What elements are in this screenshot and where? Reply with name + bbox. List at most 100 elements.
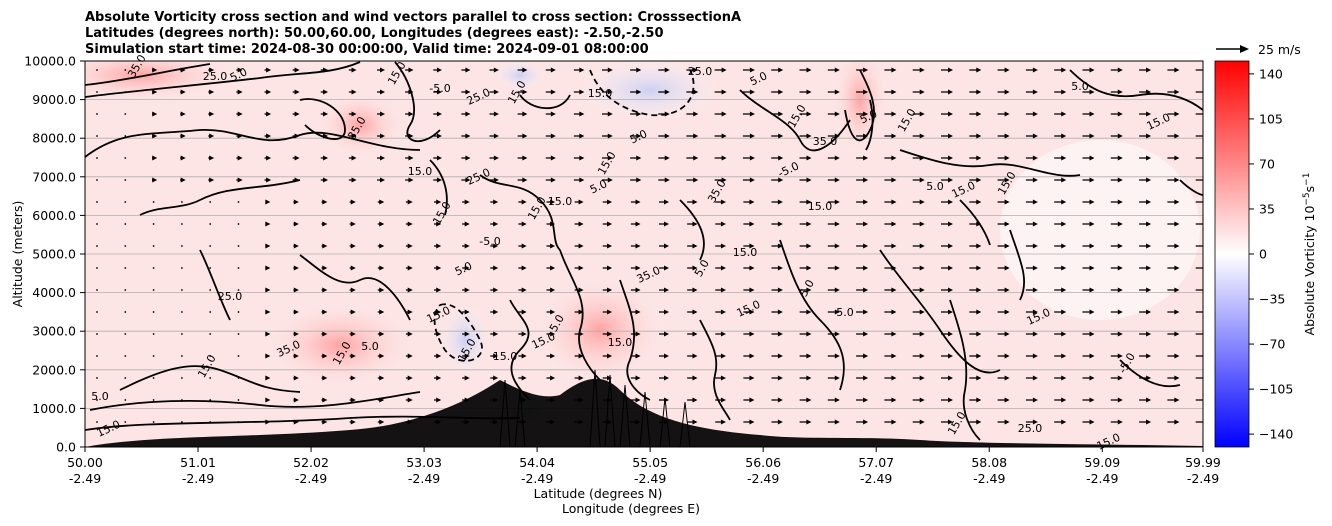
wind-vector-dot [209, 399, 212, 401]
wind-vector-arrow [574, 221, 584, 227]
wind-vector-arrow [630, 155, 642, 161]
wind-vector-arrow [912, 375, 925, 381]
wind-vector-arrow [884, 177, 897, 183]
wind-vector-arrow [1139, 177, 1152, 183]
wind-vector-arrow [377, 309, 385, 315]
wind-vector-arrow [349, 353, 356, 359]
wind-vector-arrow [912, 177, 925, 183]
wind-vector-arrow [265, 331, 271, 337]
wind-vector-arrow [1139, 199, 1152, 205]
wind-vector-dot [96, 91, 98, 93]
y-tick-label: 0.0 [56, 440, 76, 455]
wind-vector-arrow [997, 243, 1010, 249]
wind-vector-arrow [630, 111, 642, 117]
wind-vector-dot [124, 223, 127, 225]
wind-vector-arrow [461, 155, 471, 161]
wind-vector-arrow [490, 353, 499, 359]
wind-vector-arrow [1054, 287, 1067, 293]
wind-vector-arrow [377, 221, 385, 227]
wind-vector-arrow [1082, 375, 1095, 381]
wind-vector-arrow [602, 375, 613, 381]
wind-vector-arrow [574, 375, 584, 381]
wind-vector-arrow [997, 67, 1010, 73]
wind-vector-arrow [1167, 265, 1180, 271]
wind-vector-arrow [1167, 199, 1180, 205]
wind-vector-arrow [1139, 375, 1152, 381]
y-tick-label: 6000.0 [32, 208, 76, 223]
colorbar-tick-label: 70 [1259, 156, 1275, 171]
wind-vector-arrow [856, 155, 869, 161]
wind-vector-arrow [293, 199, 299, 205]
wind-vector-arrow [771, 309, 783, 315]
wind-vector-dot [96, 245, 98, 247]
wind-vector-arrow [912, 265, 925, 271]
wind-vector-arrow [405, 89, 414, 95]
wind-vector-arrow [997, 133, 1010, 139]
wind-vector-arrow [827, 133, 840, 139]
wind-vector-arrow [377, 243, 385, 249]
wind-vectors [96, 67, 1203, 425]
wind-vector-arrow [827, 221, 840, 227]
wind-vector-arrow [799, 89, 812, 95]
wind-vector-dot [96, 135, 98, 137]
wind-vector-dot [181, 267, 183, 269]
wind-vector-arrow [827, 111, 840, 117]
wind-vector-arrow [574, 265, 584, 271]
wind-vector-arrow [743, 265, 755, 271]
wind-vector-arrow [321, 419, 328, 425]
wind-vector-arrow [377, 397, 385, 403]
wind-vector-dot [181, 377, 183, 379]
wind-vector-arrow [152, 111, 158, 117]
wind-vector-dot [96, 223, 98, 225]
wind-vector-arrow [321, 375, 328, 381]
wind-vector-arrow [405, 331, 413, 337]
wind-vector-arrow [715, 375, 726, 381]
x-tick-label-lon: -2.49 [521, 471, 553, 486]
wind-vector-arrow [1167, 89, 1180, 95]
wind-vector-arrow [602, 111, 613, 117]
wind-vector-arrow [1025, 133, 1038, 139]
wind-vector-arrow [293, 419, 299, 425]
wind-vector-arrow [518, 199, 527, 205]
colorbar-tick-label: −105 [1259, 382, 1293, 397]
wind-vector-arrow [320, 89, 329, 95]
wind-vector-arrow [856, 177, 869, 183]
colorbar-gradient [1214, 60, 1250, 448]
wind-vector-arrow [912, 331, 925, 337]
wind-vector-arrow [434, 353, 442, 359]
wind-vector-arrow [208, 177, 215, 183]
wind-vector-dot [237, 399, 240, 401]
wind-vector-arrow [969, 67, 982, 73]
wind-vector-arrow [912, 67, 925, 73]
wind-vector-arrow [941, 287, 953, 293]
wind-vector-arrow [827, 353, 840, 359]
wind-vector-arrow [686, 155, 699, 161]
wind-vector-arrow [321, 397, 328, 403]
contour-label: 15.0 [608, 336, 633, 349]
wind-vector-arrow [1167, 331, 1180, 337]
wind-vector-arrow [827, 265, 840, 271]
wind-vector-arrow [545, 155, 556, 161]
wind-vector-dot [181, 421, 183, 423]
wind-vector-arrow [377, 155, 385, 161]
wind-vector-arrow [771, 419, 783, 425]
wind-vector-arrow [434, 221, 442, 227]
wind-vector-dot [181, 333, 183, 335]
wind-vector-arrow [1054, 419, 1067, 425]
wind-vector-arrow [1139, 155, 1152, 161]
terrain-contour-clutter [85, 378, 1203, 447]
wind-vector-arrow [405, 67, 414, 73]
wind-vector-arrow [518, 331, 527, 337]
wind-vector-dot [124, 157, 127, 159]
wind-vector-arrow [969, 265, 982, 271]
wind-vector-arrow [433, 133, 442, 139]
wind-vector-arrow [630, 309, 641, 315]
contour-label: 25.0 [218, 290, 243, 303]
wind-vector-arrow [630, 265, 641, 271]
x-tick-label-lon: -2.49 [295, 471, 327, 486]
wind-vector-arrow [602, 309, 613, 315]
wind-vector-arrow [546, 287, 556, 293]
wind-vector-arrow [1195, 265, 1203, 271]
wind-vector-arrow [546, 243, 556, 249]
